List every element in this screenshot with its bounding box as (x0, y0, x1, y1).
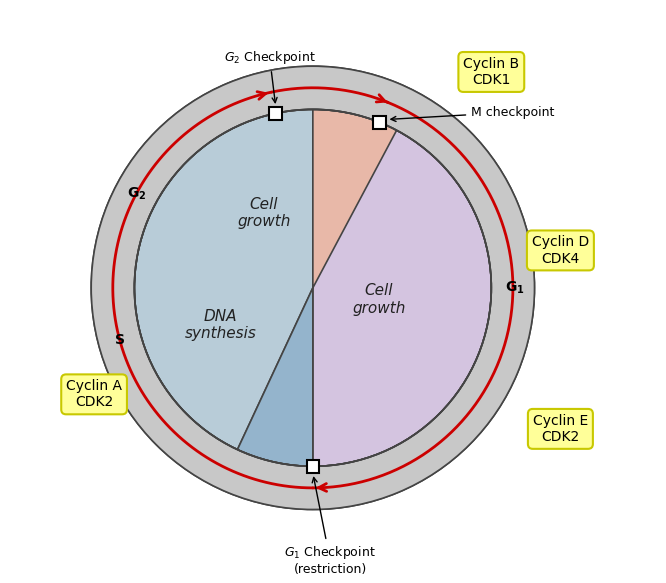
Wedge shape (313, 110, 397, 288)
Text: Cell
growth: Cell growth (352, 283, 406, 315)
Text: Cyclin A
CDK2: Cyclin A CDK2 (66, 380, 122, 409)
Text: $\mathbf{G_2}$: $\mathbf{G_2}$ (127, 186, 146, 202)
Bar (374, 116, 386, 129)
Bar (306, 460, 319, 473)
Text: $G_1$ Checkpoint
(restriction): $G_1$ Checkpoint (restriction) (284, 477, 376, 576)
Circle shape (135, 110, 492, 466)
Text: Cyclin B
CDK1: Cyclin B CDK1 (464, 57, 519, 87)
Wedge shape (91, 66, 535, 510)
Wedge shape (237, 288, 313, 466)
Wedge shape (313, 110, 492, 466)
Text: $\mathbf{G_1}$: $\mathbf{G_1}$ (505, 280, 525, 296)
Text: Cell
growth: Cell growth (237, 197, 290, 229)
Text: DNA
synthesis: DNA synthesis (184, 309, 256, 342)
Text: $\mathbf{S}$: $\mathbf{S}$ (114, 333, 125, 347)
Wedge shape (135, 110, 313, 449)
Text: M checkpoint: M checkpoint (391, 106, 555, 121)
Bar (270, 107, 282, 120)
Text: Cyclin D
CDK4: Cyclin D CDK4 (531, 236, 589, 265)
Text: $G_2$ Checkpoint: $G_2$ Checkpoint (224, 49, 316, 103)
Text: Cyclin E
CDK2: Cyclin E CDK2 (533, 414, 588, 444)
Wedge shape (91, 66, 535, 510)
